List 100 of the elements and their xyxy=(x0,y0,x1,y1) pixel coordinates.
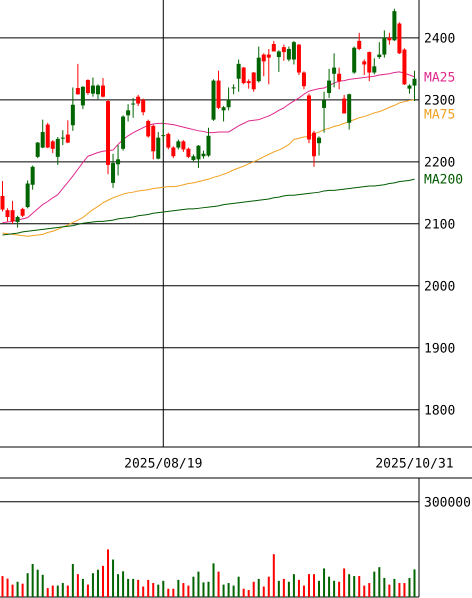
bar xyxy=(72,564,74,597)
bar xyxy=(413,569,416,597)
candlestick xyxy=(317,136,322,156)
candlestick xyxy=(377,42,382,60)
bar xyxy=(258,578,260,597)
bar xyxy=(398,583,400,597)
y-tick-label: 2200 xyxy=(424,155,456,170)
bar xyxy=(288,582,290,597)
line-series xyxy=(2,99,415,237)
candlestick xyxy=(166,132,170,150)
x-tick-label: 2025/08/19 xyxy=(124,456,202,472)
bar xyxy=(268,576,270,597)
bar xyxy=(137,580,140,597)
bar xyxy=(393,578,396,597)
y-tick-label: 300000 xyxy=(424,495,471,510)
bar xyxy=(353,576,356,597)
candlestick xyxy=(80,86,85,110)
bar xyxy=(358,576,360,597)
bar xyxy=(12,584,14,597)
y-tick-label: 1800 xyxy=(424,403,456,418)
candlestick xyxy=(327,68,332,98)
bar xyxy=(122,571,124,597)
bar xyxy=(182,583,184,597)
candlestick xyxy=(66,120,70,144)
y-tick-label: 2100 xyxy=(424,217,456,232)
bar xyxy=(162,580,164,597)
series-label: MA25 xyxy=(424,70,456,86)
bar xyxy=(403,583,406,597)
bar xyxy=(197,572,200,597)
candlestick xyxy=(236,59,241,92)
bar xyxy=(298,580,300,597)
candlestick xyxy=(156,132,160,160)
bar xyxy=(278,580,280,597)
candlestick xyxy=(232,84,236,95)
candlestick xyxy=(126,104,130,122)
candlestick xyxy=(60,130,65,146)
bar xyxy=(82,578,84,597)
bar xyxy=(318,580,320,597)
bar xyxy=(212,563,215,597)
y-tick-label: 2300 xyxy=(424,93,456,108)
bar xyxy=(187,586,190,597)
bar xyxy=(388,584,390,597)
candlestick xyxy=(131,97,136,118)
bar xyxy=(328,576,330,597)
series-label: MA200 xyxy=(424,172,464,188)
candlestick xyxy=(322,91,326,134)
bar xyxy=(242,588,245,597)
candlestick xyxy=(0,180,5,212)
y-tick-label: 2000 xyxy=(424,279,456,294)
bar xyxy=(248,590,250,597)
bar xyxy=(112,560,114,597)
candlestick xyxy=(222,106,226,122)
bar xyxy=(202,582,204,597)
candlestick xyxy=(342,94,346,114)
candlestick xyxy=(276,50,281,72)
bar xyxy=(222,584,225,597)
x-tick-label: 2025/10/31 xyxy=(375,456,454,472)
candlestick xyxy=(171,146,176,159)
bar xyxy=(147,580,150,597)
candlestick xyxy=(256,46,261,83)
candlestick xyxy=(407,84,412,94)
bar xyxy=(127,578,130,597)
bar xyxy=(408,578,410,597)
bar xyxy=(177,580,180,597)
bar xyxy=(228,583,230,597)
candlestick xyxy=(176,138,180,150)
bar xyxy=(218,572,220,597)
candlestick xyxy=(387,32,392,46)
bar xyxy=(232,586,235,597)
bar xyxy=(167,588,170,597)
bar xyxy=(36,570,39,597)
candlestick xyxy=(332,52,336,88)
candlestick xyxy=(337,67,342,90)
bar xyxy=(62,583,64,597)
bar xyxy=(343,568,346,597)
bar xyxy=(152,583,154,597)
bar xyxy=(378,567,380,597)
bar xyxy=(42,574,44,597)
bar xyxy=(157,584,160,597)
line-series xyxy=(2,71,415,224)
bar xyxy=(238,576,240,597)
bar xyxy=(302,586,305,597)
bar xyxy=(348,574,350,597)
bar xyxy=(313,574,316,597)
candlestick xyxy=(382,30,386,58)
candlestick xyxy=(412,70,416,102)
bar xyxy=(66,586,69,597)
bar xyxy=(32,564,34,597)
series-label: MA75 xyxy=(424,107,456,122)
bar xyxy=(16,582,19,597)
bar xyxy=(22,584,24,597)
bar xyxy=(192,576,194,597)
bar xyxy=(6,578,9,597)
bar xyxy=(368,583,370,597)
bar xyxy=(338,582,340,597)
bar xyxy=(208,582,210,597)
candlestick xyxy=(76,63,80,96)
bar xyxy=(292,574,295,597)
bar xyxy=(102,566,104,597)
candlestick xyxy=(100,78,105,98)
